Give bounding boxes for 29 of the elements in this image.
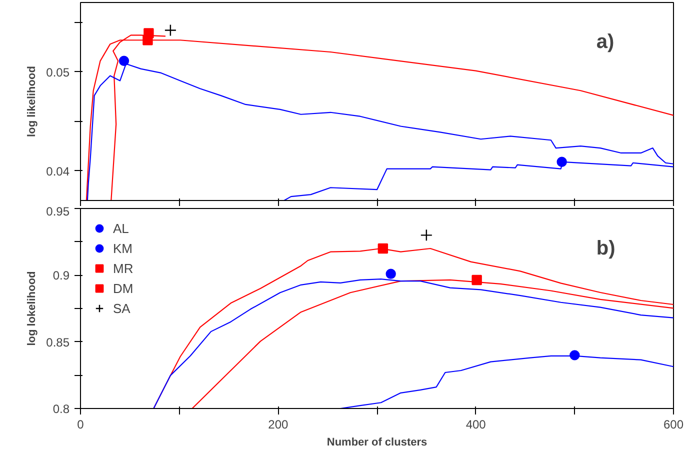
legend-label: DM [113, 280, 134, 296]
point [420, 229, 433, 242]
legend-label: KM [113, 240, 133, 256]
y-tick-label: 0.85 [46, 335, 70, 350]
x-tick-label: 600 [663, 418, 684, 432]
x-tick-label: 400 [466, 418, 486, 432]
y-axis-title: log likelihood [26, 66, 38, 137]
x-tick-label: 0 [77, 418, 84, 432]
point [570, 350, 580, 360]
annotation: b) [596, 238, 616, 260]
point [144, 28, 154, 38]
legend-label: AL [113, 220, 130, 236]
point [472, 274, 482, 286]
point [378, 243, 388, 254]
y-tick-label: 0.04 [46, 164, 70, 178]
y-tick-label: 0.8 [52, 402, 70, 416]
legend-label: MR [113, 260, 134, 276]
y-axis-title: log lokelihood [26, 271, 38, 346]
point [386, 268, 396, 279]
annotation: a) [596, 31, 614, 54]
x-tick-label: 200 [268, 418, 289, 432]
point [556, 156, 567, 167]
y-tick-label: 0.95 [46, 204, 70, 218]
legend-label: SA [113, 300, 132, 316]
point [118, 56, 130, 66]
point [164, 24, 177, 36]
y-tick-label: 0.9 [52, 268, 70, 283]
x-axis-title: Number of clusters [326, 436, 428, 448]
y-tick-label: 0.05 [46, 65, 70, 80]
